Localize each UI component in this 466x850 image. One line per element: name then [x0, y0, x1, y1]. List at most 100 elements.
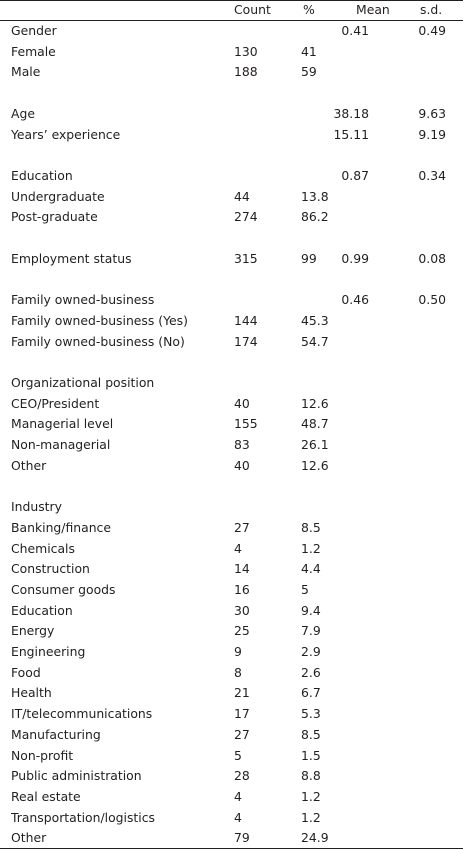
row-count: 8: [234, 664, 242, 680]
table-row: Non-profit 5 1.5: [0, 746, 466, 766]
row-count: 83: [234, 437, 250, 452]
row-percent: 86.2: [301, 209, 329, 225]
row-percent: 54.7: [301, 333, 329, 349]
table-row: Family owned-business 0.46 0.50: [0, 290, 466, 310]
table-row: Real estate 4 1.2: [0, 787, 466, 807]
row-mean: 0.99: [341, 250, 369, 266]
top-rule: [0, 0, 463, 1]
row-label: Manufacturing: [11, 726, 101, 742]
row-label: Non-profit: [11, 747, 74, 763]
row-count: 155: [234, 416, 258, 432]
table-row: Undergraduate 44 13.8: [0, 187, 466, 207]
table-row: Education 0.87 0.34: [0, 166, 466, 186]
row-label: Post-graduate: [11, 209, 98, 225]
row-label: Organizational position: [11, 374, 155, 390]
row-label: Managerial level: [11, 416, 114, 432]
table-row: Industry: [0, 497, 466, 517]
row-count: 4: [234, 540, 242, 556]
row-count: 79: [234, 830, 250, 846]
table-row: [0, 145, 466, 165]
row-mean: 0.46: [341, 292, 369, 308]
table-row: Non-managerial 83 26.1: [0, 435, 466, 455]
row-sd: 0.08: [418, 250, 446, 266]
row-label: Age: [11, 105, 35, 121]
row-label: IT/telecommunications: [11, 706, 153, 722]
table-row: CEO/President 40 12.6: [0, 394, 466, 414]
row-count: 25: [234, 623, 250, 639]
row-percent: 24.9: [301, 830, 329, 846]
table-row: Other 79 24.9: [0, 828, 466, 848]
table-row: Family owned-business (Yes) 144 45.3: [0, 311, 466, 331]
row-mean: 0.87: [341, 167, 369, 183]
header-rule: [0, 20, 463, 21]
row-count: 28: [234, 768, 250, 784]
row-label: Public administration: [11, 768, 142, 784]
row-percent: 41: [301, 43, 317, 59]
row-percent: 2.6: [301, 664, 321, 680]
row-count: 44: [234, 188, 250, 204]
row-count: 188: [234, 64, 258, 80]
table-row: Employment status 315 99 0.99 0.08: [0, 249, 466, 269]
row-percent: 5: [301, 581, 309, 597]
row-label: Family owned-business (Yes): [11, 312, 188, 328]
row-percent: 5.3: [301, 706, 321, 722]
table-row: [0, 352, 466, 372]
row-percent: 12.6: [301, 457, 329, 473]
row-mean: 15.11: [333, 126, 369, 142]
table-row: [0, 83, 466, 103]
table-row: [0, 476, 466, 496]
row-label: CEO/President: [11, 395, 100, 411]
table-row: Chemicals 4 1.2: [0, 539, 466, 559]
row-label: Female: [11, 43, 56, 59]
row-label: Other: [11, 830, 47, 846]
row-count: 144: [234, 312, 258, 328]
row-percent: 2.9: [301, 644, 321, 659]
table-row: IT/telecommunications 17 5.3: [0, 704, 466, 724]
row-count: 17: [234, 706, 250, 722]
row-sd: 9.19: [418, 126, 446, 142]
row-sd: 0.34: [418, 167, 446, 183]
row-count: 21: [234, 685, 250, 701]
row-count: 27: [234, 726, 250, 742]
row-count: 14: [234, 561, 250, 577]
table-row: Health 21 6.7: [0, 683, 466, 703]
row-label: Transportation/logistics: [11, 809, 155, 825]
row-label: Gender: [11, 23, 57, 38]
row-percent: 1.2: [301, 788, 321, 804]
row-percent: 8.8: [301, 768, 321, 784]
row-count: 174: [234, 333, 258, 349]
row-mean: 38.18: [333, 105, 369, 121]
row-count: 4: [234, 809, 242, 825]
row-percent: 6.7: [301, 685, 321, 701]
row-count: 9: [234, 644, 242, 659]
row-label: Undergraduate: [11, 188, 105, 204]
table-row: Other 40 12.6: [0, 456, 466, 476]
row-percent: 9.4: [301, 602, 321, 618]
row-sd: 0.50: [418, 292, 446, 308]
table-row: [0, 228, 466, 248]
row-label: Energy: [11, 623, 55, 639]
table-row: Male 188 59: [0, 62, 466, 82]
row-label: Employment status: [11, 250, 132, 266]
table-row: Post-graduate 274 86.2: [0, 207, 466, 227]
row-percent: 13.8: [301, 188, 329, 204]
row-label: Industry: [11, 499, 62, 515]
row-count: 40: [234, 457, 250, 473]
table-row: Organizational position: [0, 373, 466, 393]
table-row: Energy 25 7.9: [0, 621, 466, 641]
row-label: Banking/finance: [11, 519, 111, 535]
row-percent: 59: [301, 64, 317, 80]
header-mean: Mean: [356, 2, 390, 17]
bottom-rule: [0, 848, 463, 849]
row-sd: 0.49: [418, 23, 446, 38]
row-percent: 1.5: [301, 747, 321, 763]
row-percent: 48.7: [301, 416, 329, 432]
row-sd: 9.63: [418, 105, 446, 121]
row-label: Education: [11, 602, 73, 618]
row-label: Male: [11, 64, 41, 80]
table-row: Gender 0.41 0.49: [0, 21, 466, 41]
row-label: Chemicals: [11, 540, 75, 556]
row-label: Construction: [11, 561, 90, 577]
table-row: Manufacturing 27 8.5: [0, 725, 466, 745]
row-count: 16: [234, 581, 250, 597]
